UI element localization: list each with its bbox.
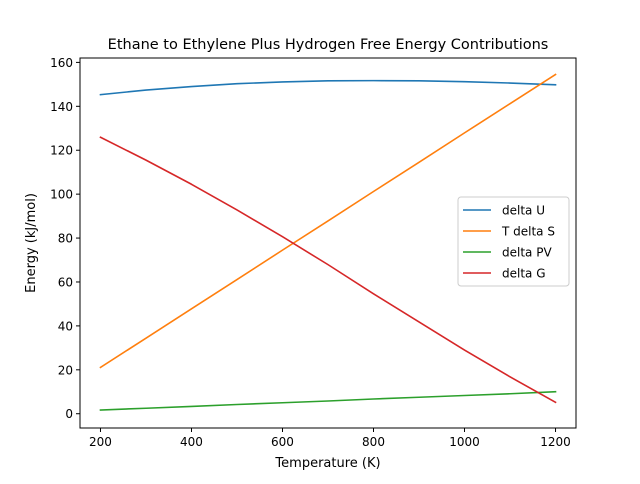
series-line-delta-g <box>99 136 557 404</box>
y-axis: 0 20 40 60 80 100 120 140 160 <box>50 56 80 421</box>
legend-label-delta-g: delta G <box>502 267 546 281</box>
legend: delta U T delta S delta PV delta G <box>457 196 570 287</box>
x-tick-label: 1000 <box>449 435 480 449</box>
legend-label-t-delta-s: T delta S <box>501 225 555 239</box>
series-layer <box>99 73 557 411</box>
series-line-t-delta-s <box>99 73 557 369</box>
y-tick-label: 100 <box>50 188 73 202</box>
y-tick-label: 140 <box>50 100 73 114</box>
legend-label-delta-pv: delta PV <box>502 246 552 260</box>
y-tick-label: 40 <box>58 319 73 333</box>
chart-title: Ethane to Ethylene Plus Hydrogen Free En… <box>108 37 549 53</box>
x-tick-label: 600 <box>271 435 294 449</box>
x-axis: 200 400 600 800 1000 1200 <box>89 428 571 449</box>
series-line-delta-pv <box>99 390 557 411</box>
plot-area <box>79 57 577 429</box>
x-axis-label: Temperature (K) <box>274 456 380 471</box>
y-tick-label: 80 <box>58 232 73 246</box>
axes-frame <box>79 57 577 429</box>
legend-label-delta-u: delta U <box>502 204 545 218</box>
y-tick-label: 60 <box>58 275 73 289</box>
legend-box <box>457 196 570 287</box>
series-line-delta-u <box>99 79 557 96</box>
y-tick-label: 120 <box>50 144 73 158</box>
x-tick-label: 1200 <box>540 435 571 449</box>
y-tick-label: 160 <box>50 56 73 70</box>
x-tick-label: 200 <box>89 435 112 449</box>
legend-items: delta U T delta S delta PV delta G <box>463 204 555 281</box>
y-tick-label: 0 <box>65 407 73 421</box>
x-tick-label: 400 <box>180 435 203 449</box>
y-tick-label: 20 <box>58 363 73 377</box>
y-axis-label: Energy (kJ/mol) <box>24 193 39 293</box>
x-tick-label: 800 <box>362 435 385 449</box>
